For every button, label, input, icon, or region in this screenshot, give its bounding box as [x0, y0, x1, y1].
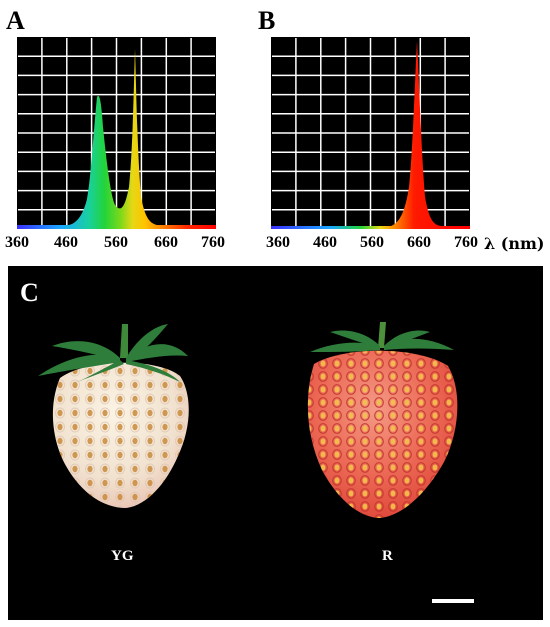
- tick-a-460: 460: [54, 234, 78, 251]
- tick-a-360: 360: [5, 234, 29, 251]
- yg-label: YG: [111, 548, 134, 564]
- tick-a-560: 560: [104, 234, 128, 251]
- tick-a-660: 660: [154, 234, 178, 251]
- strawberry-illustration: [38, 322, 458, 518]
- panel-c-label: C: [20, 278, 39, 307]
- grid-b: [271, 37, 470, 229]
- yg-calyx: [38, 324, 188, 384]
- strawberry-photo: C: [8, 266, 543, 620]
- tick-b-660: 660: [407, 234, 431, 251]
- yg-strawberry: [38, 324, 189, 508]
- panel-a-label: A: [6, 6, 25, 35]
- tick-a-760: 760: [201, 234, 225, 251]
- tick-b-460: 460: [313, 234, 337, 251]
- spectrum-curve-b: [271, 41, 470, 229]
- r-calyx: [310, 322, 454, 352]
- grid-a: [17, 37, 216, 229]
- axis-unit-label: λ (nm): [484, 234, 545, 253]
- tick-b-560: 560: [360, 234, 384, 251]
- spectrum-plot-a: [17, 37, 216, 229]
- scale-bar: [432, 599, 474, 603]
- tick-b-360: 360: [266, 234, 290, 251]
- panel-b-label: B: [258, 6, 276, 35]
- tick-b-760: 760: [454, 234, 478, 251]
- r-strawberry: [307, 322, 458, 518]
- r-label: R: [382, 548, 393, 564]
- spectrum-plot-b: [271, 37, 470, 229]
